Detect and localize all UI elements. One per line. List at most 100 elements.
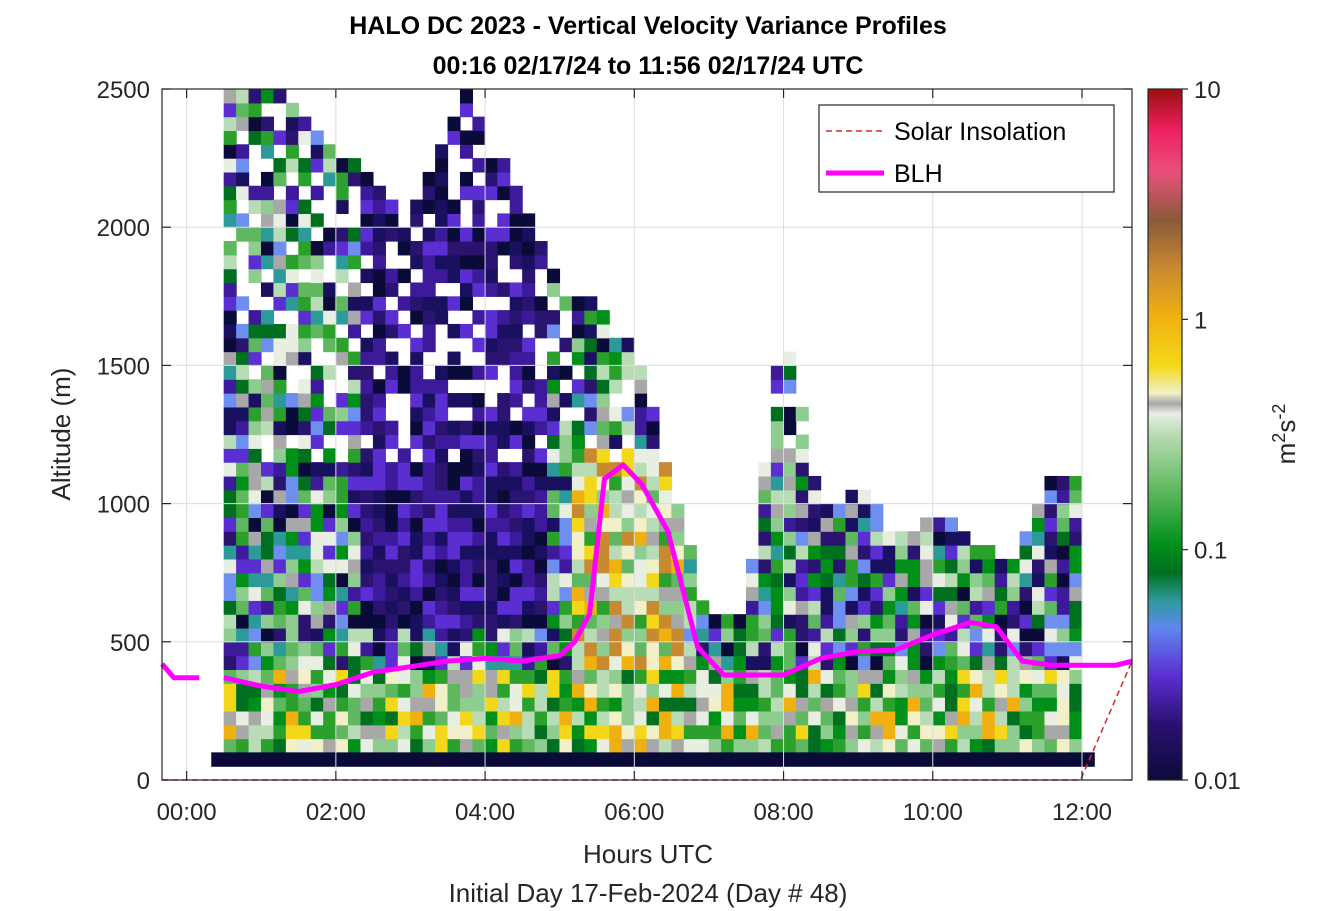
- heatmap-cell: [298, 337, 312, 353]
- heatmap-cell: [795, 462, 809, 477]
- heatmap-cell: [1069, 475, 1083, 491]
- heatmap-cell: [273, 545, 287, 560]
- heatmap-cell: [285, 614, 299, 629]
- heatmap-cell: [285, 130, 299, 145]
- heatmap-cell: [658, 669, 672, 684]
- heatmap-cell: [223, 102, 237, 118]
- heatmap-cell: [472, 738, 486, 753]
- heatmap-cell: [422, 489, 436, 505]
- heatmap-cell: [236, 323, 250, 339]
- heatmap-cell: [360, 697, 374, 712]
- heatmap-cell: [435, 531, 449, 546]
- heatmap-cell: [845, 683, 859, 698]
- heatmap-cell: [435, 199, 449, 214]
- heatmap-cell: [770, 545, 784, 560]
- heatmap-cell: [335, 227, 349, 242]
- heatmap-cell: [621, 517, 635, 532]
- heatmap-cell: [895, 558, 909, 574]
- heatmap-cell: [1056, 531, 1070, 546]
- heatmap-cell: [733, 724, 747, 740]
- heatmap-cell: [895, 738, 909, 753]
- heatmap-cell: [758, 600, 772, 615]
- heatmap-cell: [534, 558, 548, 574]
- heatmap-cell: [298, 199, 312, 214]
- heatmap-cell: [310, 158, 324, 173]
- heatmap-cell: [783, 600, 797, 615]
- heatmap-cell: [273, 406, 287, 422]
- heatmap-cell: [634, 462, 648, 477]
- heatmap-cell: [260, 337, 275, 353]
- heatmap-cell: [857, 752, 871, 767]
- heatmap-cell: [223, 489, 237, 505]
- heatmap-cell: [422, 241, 436, 256]
- heatmap-cell: [348, 254, 362, 270]
- heatmap-cell: [609, 558, 623, 574]
- heatmap-cell: [584, 379, 598, 394]
- heatmap-cell: [335, 171, 349, 187]
- heatmap-cell: [944, 586, 958, 601]
- heatmap-cell: [646, 641, 660, 657]
- heatmap-cell: [1044, 586, 1058, 601]
- heatmap-cell: [410, 351, 424, 366]
- heatmap-cell: [845, 752, 859, 767]
- heatmap-cell: [410, 503, 424, 519]
- heatmap-cell: [335, 462, 349, 477]
- heatmap-cell: [621, 655, 635, 671]
- heatmap-cell: [957, 641, 971, 657]
- heatmap-cell: [621, 641, 635, 657]
- heatmap-cell: [609, 710, 623, 726]
- heatmap-cell: [758, 627, 772, 643]
- heatmap-cell: [248, 503, 262, 519]
- heatmap-cell: [236, 393, 250, 408]
- heatmap-cell: [646, 600, 660, 615]
- heatmap-cell: [571, 697, 585, 712]
- heatmap-cell: [248, 406, 262, 422]
- heatmap-cell: [360, 379, 374, 394]
- heatmap-cell: [522, 213, 536, 228]
- heatmap-cell: [348, 475, 362, 491]
- heatmap-cell: [646, 420, 660, 436]
- heatmap-cell: [285, 531, 299, 546]
- heatmap-cell: [335, 420, 349, 436]
- heatmap-cell: [634, 517, 648, 532]
- heatmap-cell: [584, 351, 598, 366]
- heatmap-cell: [248, 600, 262, 615]
- heatmap-cell: [285, 406, 299, 422]
- heatmap-cell: [472, 434, 486, 449]
- heatmap-cell: [310, 614, 324, 629]
- heatmap-cell: [770, 434, 784, 449]
- heatmap-cell: [857, 738, 871, 753]
- heatmap-cell: [372, 213, 386, 228]
- heatmap-cell: [472, 227, 486, 242]
- heatmap-cell: [248, 517, 262, 532]
- heatmap-cell: [833, 683, 847, 698]
- heatmap-cell: [236, 475, 250, 491]
- x-tick-label: 04:00: [455, 799, 515, 826]
- heatmap-cell: [323, 545, 337, 560]
- heatmap-cell: [783, 531, 797, 546]
- heatmap-cell: [484, 158, 498, 173]
- heatmap-cell: [236, 227, 250, 242]
- heatmap-cell: [310, 641, 324, 657]
- heatmap-cell: [273, 434, 287, 449]
- heatmap-cell: [348, 752, 362, 767]
- heatmap-cell: [559, 627, 573, 643]
- heatmap-cell: [323, 420, 337, 436]
- heatmap-cell: [497, 171, 511, 187]
- heatmap-cell: [236, 558, 250, 574]
- heatmap-cell: [360, 752, 374, 767]
- heatmap-cell: [1044, 545, 1058, 560]
- heatmap-cell: [609, 406, 623, 422]
- heatmap-cell: [248, 738, 262, 753]
- heatmap-cell: [534, 296, 548, 311]
- heatmap-cell: [236, 144, 250, 159]
- heatmap-cell: [323, 738, 337, 753]
- heatmap-cell: [584, 503, 598, 519]
- heatmap-cell: [422, 517, 436, 532]
- heatmap-cell: [982, 600, 996, 615]
- heatmap-cell: [944, 724, 958, 740]
- heatmap-cell: [310, 710, 324, 726]
- heatmap-cell: [410, 572, 424, 588]
- heatmap-cell: [857, 545, 871, 560]
